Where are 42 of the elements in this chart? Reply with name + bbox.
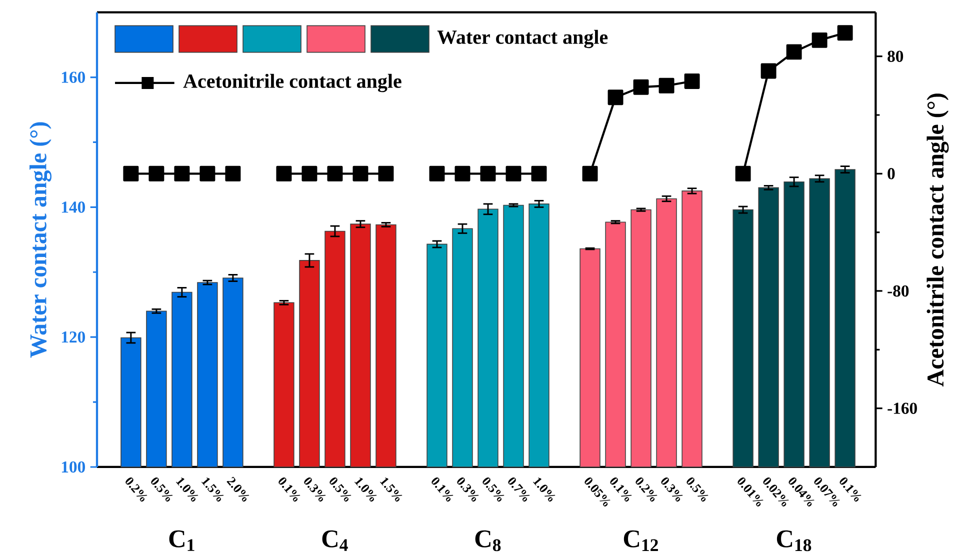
point xyxy=(352,166,368,182)
y2-tick-label: -160 xyxy=(888,402,917,414)
text: C$_{1}$ xyxy=(169,530,194,551)
point xyxy=(225,166,241,182)
point xyxy=(506,166,522,182)
y2-tick-label: 80 xyxy=(888,50,904,62)
point xyxy=(276,166,292,182)
point xyxy=(378,166,394,182)
y-tick-label: 100 xyxy=(62,461,85,473)
y-tick-label: 140 xyxy=(62,202,85,213)
text: C$_{12}$ xyxy=(624,530,658,551)
point xyxy=(608,90,624,106)
point xyxy=(531,166,547,182)
y-tick-label: 120 xyxy=(62,331,85,343)
point xyxy=(735,166,751,182)
point xyxy=(684,74,700,89)
y-tick-label: 160 xyxy=(62,72,85,83)
point xyxy=(480,166,496,182)
point xyxy=(302,166,318,182)
point xyxy=(200,166,216,182)
point xyxy=(174,166,190,182)
point xyxy=(582,166,598,182)
text: C$_{18}$ xyxy=(776,530,812,552)
point xyxy=(633,79,649,95)
legend-label: Acetonitrile contact angle xyxy=(183,74,402,92)
point xyxy=(429,166,445,182)
point xyxy=(123,166,139,182)
point xyxy=(812,32,828,48)
text: C$_{8}$ xyxy=(475,530,501,552)
point xyxy=(327,166,343,182)
text: C$_{4}$ xyxy=(322,530,348,551)
y2-tick-label: 0 xyxy=(888,168,895,180)
point xyxy=(786,44,802,60)
point xyxy=(148,166,164,182)
legend-label: Water contact angle xyxy=(437,30,608,48)
y2-axis-title: Acetonitrile contact angle (°) xyxy=(926,94,949,387)
point xyxy=(760,63,776,79)
point xyxy=(837,25,853,41)
y2-tick-label: -80 xyxy=(888,285,909,297)
y-axis-title: Water contact angle (°) xyxy=(30,122,52,358)
point xyxy=(658,78,674,94)
point xyxy=(454,166,470,182)
